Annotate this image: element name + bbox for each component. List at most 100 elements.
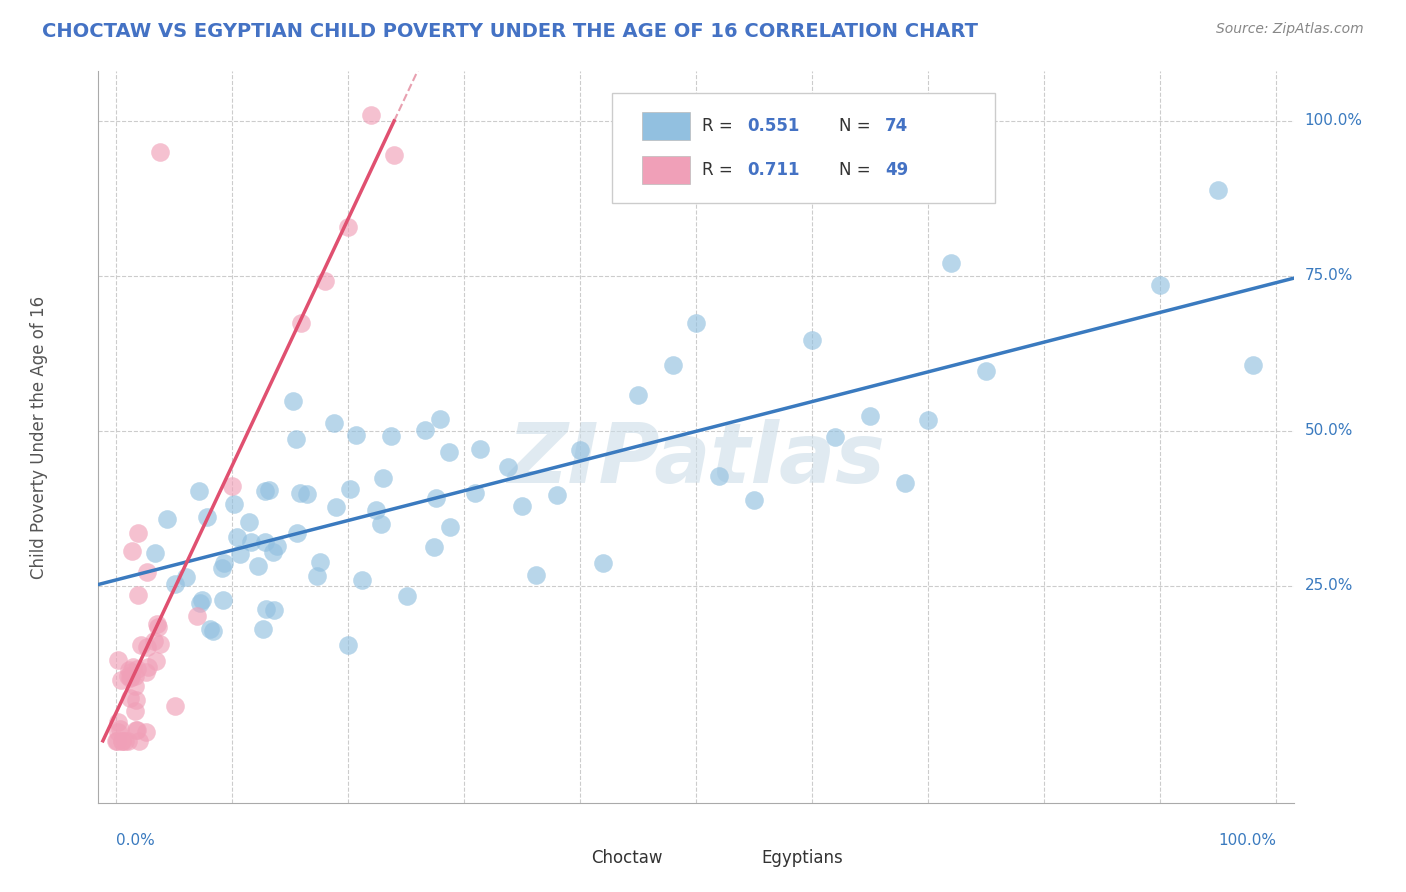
Point xyxy=(211,593,233,607)
Point xyxy=(135,665,157,680)
Point xyxy=(211,561,233,575)
Point xyxy=(496,460,519,475)
Point xyxy=(308,556,330,570)
Text: 0.551: 0.551 xyxy=(748,117,800,136)
Point xyxy=(188,596,211,610)
Point xyxy=(127,588,149,602)
Point xyxy=(1149,277,1171,292)
Point xyxy=(422,541,444,555)
Point xyxy=(174,570,197,584)
Point xyxy=(201,624,224,638)
Text: R =: R = xyxy=(702,117,738,136)
Point xyxy=(135,724,157,739)
Point xyxy=(1241,358,1264,372)
Point xyxy=(138,660,160,674)
Text: 25.0%: 25.0% xyxy=(1305,578,1353,593)
Text: N =: N = xyxy=(839,161,876,179)
Point xyxy=(295,487,318,501)
Point xyxy=(125,723,148,737)
Point xyxy=(146,616,169,631)
Point xyxy=(110,673,132,687)
Point xyxy=(221,479,243,493)
Point xyxy=(121,660,143,674)
Point xyxy=(546,488,568,502)
Point xyxy=(131,638,153,652)
Point xyxy=(364,503,387,517)
Point xyxy=(336,219,359,234)
Point xyxy=(117,668,139,682)
Point xyxy=(111,734,134,748)
Point xyxy=(917,413,939,427)
Point xyxy=(127,661,149,675)
Point xyxy=(120,671,142,685)
Text: 0.0%: 0.0% xyxy=(115,833,155,848)
Point xyxy=(120,665,142,680)
Point xyxy=(339,482,361,496)
Text: ZIPatlas: ZIPatlas xyxy=(508,418,884,500)
Point xyxy=(256,602,278,616)
Point xyxy=(568,442,591,457)
Point xyxy=(108,722,131,736)
Text: N =: N = xyxy=(839,117,876,136)
Point xyxy=(859,409,882,424)
Point xyxy=(281,394,304,409)
Point xyxy=(371,471,394,485)
Point xyxy=(894,475,917,490)
Point xyxy=(661,358,683,372)
Point xyxy=(941,256,963,270)
Point xyxy=(145,654,167,668)
Point xyxy=(135,566,157,580)
Point xyxy=(380,429,402,443)
Point xyxy=(135,640,157,654)
Point xyxy=(305,568,328,582)
Point xyxy=(262,544,284,558)
Point xyxy=(239,535,262,549)
Point xyxy=(382,147,405,161)
Point xyxy=(191,593,214,607)
FancyBboxPatch shape xyxy=(643,112,690,140)
FancyBboxPatch shape xyxy=(558,846,585,871)
Point xyxy=(117,734,139,748)
Point xyxy=(263,603,285,617)
Point xyxy=(252,622,274,636)
Point xyxy=(439,519,461,533)
Point xyxy=(143,546,166,560)
Point xyxy=(592,556,614,570)
Point xyxy=(198,623,221,637)
FancyBboxPatch shape xyxy=(613,94,995,203)
Point xyxy=(344,427,367,442)
Point xyxy=(118,690,141,705)
Point xyxy=(352,573,374,587)
Point xyxy=(266,539,288,553)
Point xyxy=(395,589,418,603)
Point xyxy=(336,638,359,652)
Point xyxy=(627,387,650,401)
Point xyxy=(1206,183,1229,197)
Point xyxy=(107,653,129,667)
Point xyxy=(124,669,146,683)
Text: 74: 74 xyxy=(884,117,908,136)
Point xyxy=(742,493,765,508)
Point xyxy=(124,704,146,718)
Point xyxy=(105,734,128,748)
Point xyxy=(259,483,281,497)
Point xyxy=(524,567,547,582)
Point xyxy=(801,333,824,347)
Point xyxy=(125,723,148,737)
Point xyxy=(285,526,308,541)
Point xyxy=(709,469,731,483)
Point xyxy=(285,432,308,446)
Point xyxy=(685,316,707,330)
Text: Egyptians: Egyptians xyxy=(762,848,844,867)
Text: Source: ZipAtlas.com: Source: ZipAtlas.com xyxy=(1216,22,1364,37)
Text: 100.0%: 100.0% xyxy=(1305,113,1362,128)
Point xyxy=(226,530,249,544)
Text: Choctaw: Choctaw xyxy=(591,848,662,867)
Point xyxy=(149,145,172,159)
Point xyxy=(114,734,136,748)
Point xyxy=(429,412,451,426)
Point xyxy=(149,636,172,650)
Point xyxy=(247,559,270,574)
Point xyxy=(253,535,276,549)
Point xyxy=(212,557,235,571)
